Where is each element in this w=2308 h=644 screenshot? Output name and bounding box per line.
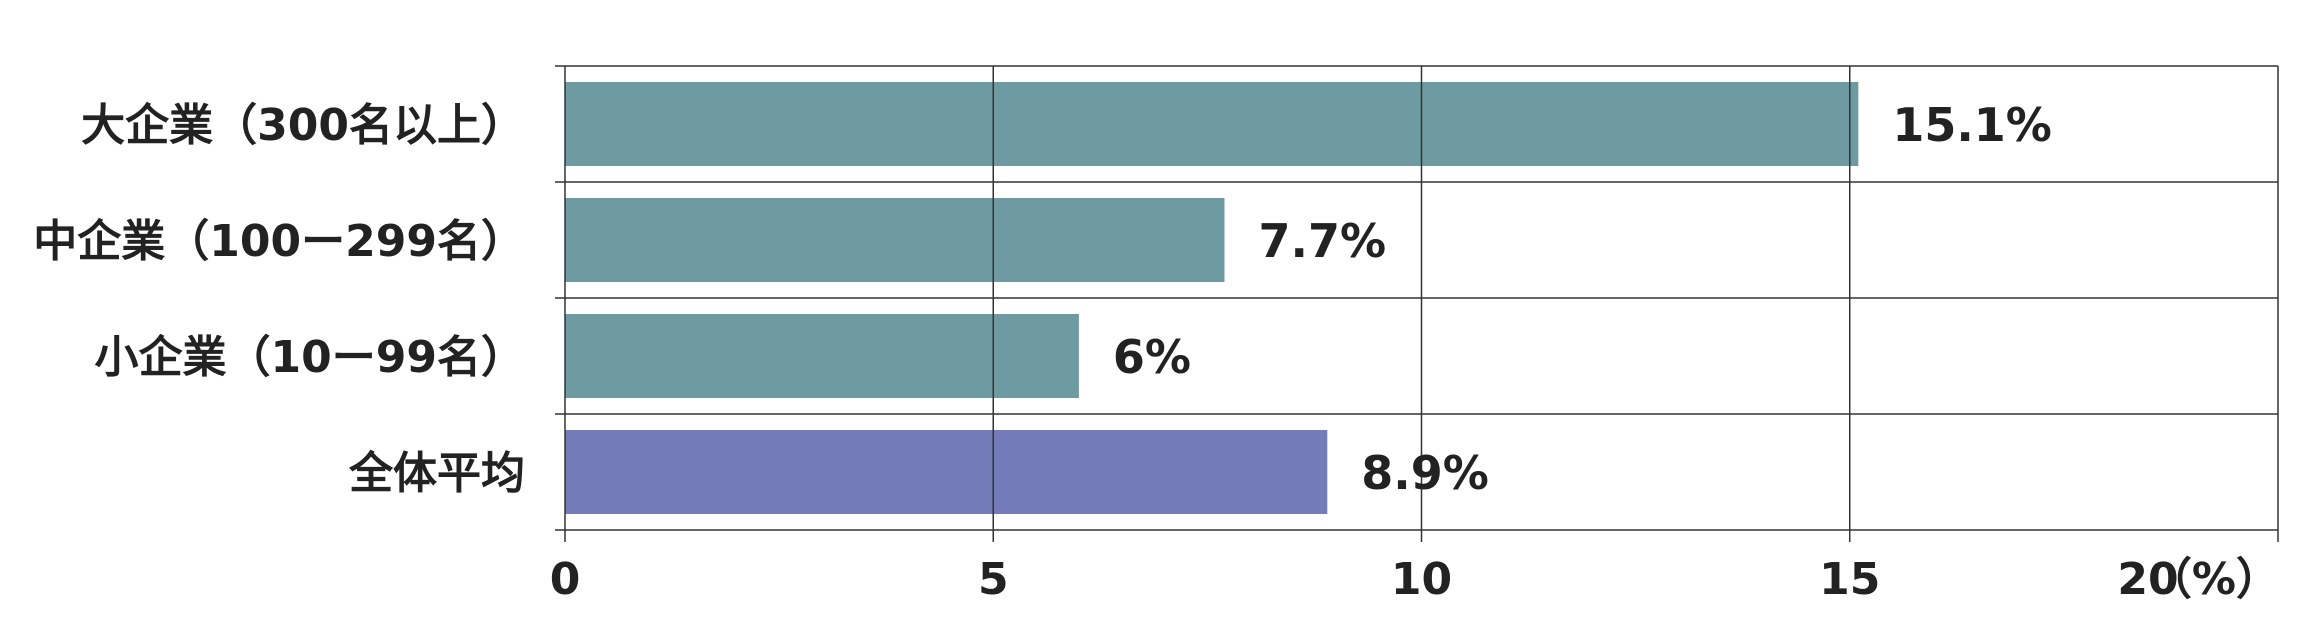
x-tick-label: 10 [1391, 554, 1452, 605]
x-tick-label: 5 [978, 554, 1009, 605]
category-label: 全体平均 [348, 448, 525, 499]
x-unit-label: （%） [2148, 554, 2280, 605]
bar-4 [565, 430, 1328, 514]
category-label: 大企業（300名以上） [81, 100, 525, 151]
data-label: 15.1% [1892, 98, 2052, 152]
data-label: 7.7% [1259, 214, 1387, 268]
bar-3 [565, 314, 1079, 398]
bar-1 [565, 82, 1859, 166]
x-tick-label: 15 [1819, 554, 1880, 605]
data-label: 6% [1113, 330, 1191, 384]
category-label: 小企業（10ー99名） [95, 332, 525, 383]
x-tick-label: 0 [550, 554, 581, 605]
bar-2 [565, 198, 1225, 282]
category-label: 中企業（100ー299名） [33, 216, 525, 267]
data-label: 8.9% [1361, 446, 1489, 500]
x-tick-label: 20 [2117, 554, 2178, 605]
